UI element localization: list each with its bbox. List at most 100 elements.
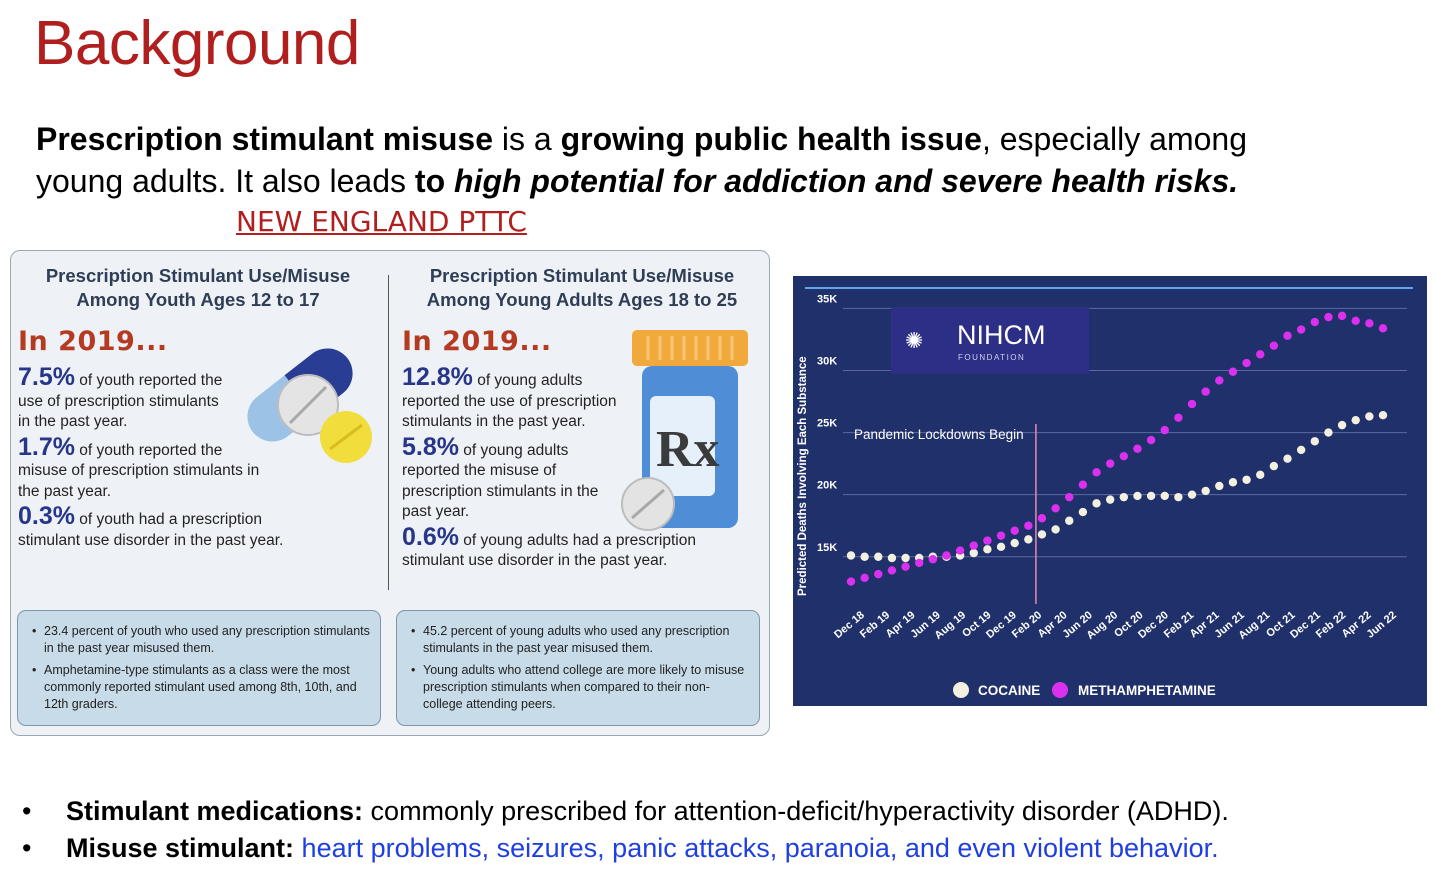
cocaine-point [1078,507,1088,517]
rx-bottle-icon: Rx [621,330,748,531]
meth-point [1351,316,1360,326]
stat-pct: 12.8% [402,363,473,391]
cocaine-point [1146,491,1156,501]
stat-pct: 1.7% [18,432,75,461]
meth-point [1174,413,1183,422]
bullet-item-1: • Stimulant medications: commonly prescri… [22,793,1422,830]
y-tick-label: 15K [817,542,837,554]
cocaine-point [1337,420,1347,430]
cocaine-point [1174,492,1183,502]
legend-meth-label: METHAMPHETAMINE [1078,683,1216,698]
page-title: Background [34,9,360,78]
cocaine-point [1351,415,1360,425]
meth-point [1078,480,1088,489]
cocaine-point [1024,535,1033,544]
stat-text: of young adults had a prescription stimu… [402,531,696,570]
cocaine-point [1092,499,1101,508]
cocaine-point [1365,412,1374,421]
intro-paragraph: Prescription stimulant misuse is a growi… [36,118,1376,202]
nihcm-logo-sub: FOUNDATION [958,353,1025,362]
intro-bold-1: Prescription stimulant misuse [36,121,494,157]
intro-line-2: young adults. It also leads to high pote… [36,160,1376,202]
bullet-dot: • [22,796,32,826]
cocaine-point [1160,491,1169,501]
adults-year: In 2019... [402,326,552,357]
stat-pct: 0.6% [402,522,459,551]
meth-point [915,558,924,568]
cocaine-point [1269,461,1279,471]
y-tick-label: 25K [817,418,837,430]
legend-cocaine-swatch [953,682,969,698]
cocaine-point [1201,486,1210,496]
adults-stat-2: 5.8% of young adults reported the misuse… [402,434,602,523]
cocaine-point [1133,491,1142,501]
meth-point [1283,331,1292,340]
stat-text: of youth reported the use of prescriptio… [18,372,223,430]
meth-point [1269,341,1279,350]
note-item: 23.4 percent of youth who used any presc… [32,623,370,657]
meth-point [942,551,951,560]
meth-point [1010,526,1019,535]
meth-point [1119,451,1129,461]
meth-point [901,562,910,571]
deaths-chart-svg: 15K 20K 25K 30K 35K Predicted Deaths Involvin… [797,287,1413,698]
nihcm-star-icon: ✺ [905,329,923,354]
bullet-list: • Stimulant medications: commonly prescri… [22,793,1422,867]
meth-point [887,566,897,575]
meth-point [1065,492,1074,502]
meth-point [1105,459,1115,468]
bullet-bold: Stimulant medications: [66,796,364,826]
meth-point [969,541,978,550]
legend-meth-swatch [1052,682,1068,698]
stat-pct: 7.5% [18,363,75,391]
intro-bold-italic: high potential for addiction and severe … [454,163,1239,199]
meth-point [1310,317,1319,327]
cocaine-point [874,552,883,561]
meth-point [1242,358,1251,368]
y-axis-label: Predicted Deaths Involving Each Substanc… [797,356,809,596]
youth-stat-2: 1.7% of youth reported the misuse of pre… [18,434,263,503]
cocaine-point [1065,516,1074,525]
source-link[interactable]: NEW ENGLAND PTTC [236,205,527,238]
cocaine-point [901,553,910,563]
cocaine-point [846,551,856,560]
y-tick-label: 30K [817,356,837,368]
cocaine-point [1256,470,1265,479]
meth-point [1228,367,1238,376]
adults-stat-1: 12.8% of young adults reported the use o… [402,365,630,433]
intro-bold-3: to [414,163,454,199]
intro-bold-2: growing public health issue [560,121,982,157]
bullet-dot: • [22,833,32,863]
meth-point [983,536,992,545]
youth-year: In 2019... [18,326,168,357]
meth-point [1146,435,1156,445]
meth-point [1160,425,1169,435]
youth-stat-3: 0.3% of youth had a prescription stimula… [18,504,303,551]
nihcm-logo-text: NIHCM [957,320,1046,350]
cocaine-point [1119,492,1129,502]
meth-point [1215,376,1224,385]
adults-column: Prescription Stimulant Use/Misuse Among … [402,264,762,572]
cocaine-point [1324,428,1333,437]
meth-point [1037,514,1047,523]
intro-text-3: young adults. It also leads [36,163,415,199]
meth-point [1296,325,1306,334]
cocaine-point [860,552,869,561]
meth-point [928,555,938,564]
meth-point [1337,311,1347,321]
meth-point [1324,312,1333,322]
cocaine-point [1228,478,1238,487]
meth-point [1256,350,1265,359]
meth-point [1187,399,1197,409]
meth-point [955,546,965,555]
meth-point [874,569,883,579]
bullet-text: commonly prescribed for attention-defici… [363,796,1229,826]
cocaine-point [1105,495,1115,504]
note-item: Young adults who attend college are more… [411,662,749,713]
stat-pct: 5.8% [402,432,459,461]
meth-point [1133,444,1142,453]
meth-point [1092,468,1101,477]
bullet-bold: Misuse stimulant: [66,833,295,863]
intro-text-1: is a [493,121,561,157]
cocaine-point [1010,538,1019,548]
